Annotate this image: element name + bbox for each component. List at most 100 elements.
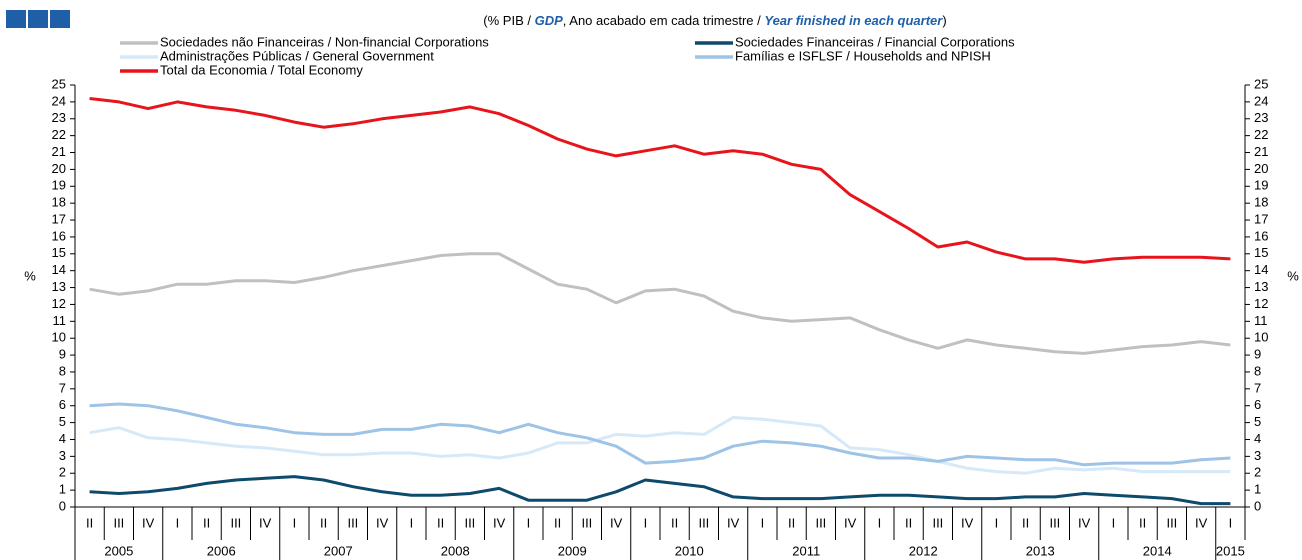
x-tick-label: III [932, 515, 943, 530]
y-tick-label: 17 [52, 211, 66, 226]
y-tick-label: 4 [59, 431, 66, 446]
x-tick-label: IV [610, 515, 623, 530]
chart-title: (% PIB / GDP, Ano acabado em cada trimes… [483, 13, 946, 28]
title-part: Year finished in each quarter [764, 13, 943, 28]
y-axis-label: % [24, 268, 36, 283]
y2-tick-label: 19 [1254, 178, 1268, 193]
title-part: ) [942, 13, 946, 28]
x-tick-label: I [878, 515, 882, 530]
y2-tick-label: 6 [1254, 397, 1261, 412]
y2-tick-label: 13 [1254, 279, 1268, 294]
logo-block [6, 10, 26, 28]
y-tick-label: 8 [59, 363, 66, 378]
y-tick-label: 23 [52, 110, 66, 125]
x-tick-label: III [581, 515, 592, 530]
x-tick-label: IV [493, 515, 506, 530]
y2-tick-label: 25 [1254, 76, 1268, 91]
series-line [89, 97, 1231, 264]
year-label: 2007 [324, 543, 353, 558]
logo-block [50, 10, 70, 28]
x-tick-label: III [815, 515, 826, 530]
x-tick-label: III [1166, 515, 1177, 530]
x-tick-label: II [1139, 515, 1146, 530]
x-tick-label: III [464, 515, 475, 530]
y-tick-label: 12 [52, 296, 66, 311]
x-tick-label: III [113, 515, 124, 530]
x-tick-label: I [293, 515, 297, 530]
x-tick-label: I [1229, 515, 1233, 530]
year-label: 2005 [104, 543, 133, 558]
y2-tick-label: 5 [1254, 414, 1261, 429]
year-label: 2012 [909, 543, 938, 558]
year-label: 2013 [1026, 543, 1055, 558]
x-tick-label: III [698, 515, 709, 530]
y-tick-label: 11 [53, 313, 67, 328]
y2-tick-label: 16 [1254, 228, 1268, 243]
year-label: 2015 [1216, 543, 1245, 558]
y-tick-label: 0 [59, 498, 66, 513]
y-tick-label: 20 [52, 161, 66, 176]
y2-tick-label: 24 [1254, 93, 1268, 108]
y2-tick-label: 15 [1254, 245, 1268, 260]
x-tick-label: II [554, 515, 561, 530]
y2-tick-label: 2 [1254, 465, 1261, 480]
y2-tick-label: 22 [1254, 127, 1268, 142]
series-line [89, 475, 1231, 506]
x-tick-label: I [1112, 515, 1116, 530]
y2-tick-label: 18 [1254, 195, 1268, 210]
y-tick-label: 9 [59, 347, 66, 362]
y-tick-label: 18 [52, 195, 66, 210]
y2-tick-label: 17 [1254, 211, 1268, 226]
y-tick-label: 22 [52, 127, 66, 142]
y-tick-label: 2 [59, 465, 66, 480]
year-label: 2010 [675, 543, 704, 558]
y-tick-label: 10 [52, 330, 66, 345]
y2-tick-label: 11 [1254, 313, 1268, 328]
x-tick-label: IV [1195, 515, 1208, 530]
y2-tick-label: 3 [1254, 448, 1261, 463]
y-tick-label: 14 [52, 262, 66, 277]
x-tick-label: I [995, 515, 999, 530]
y2-axis-label: % [1287, 268, 1299, 283]
x-tick-label: II [437, 515, 444, 530]
x-tick-label: III [230, 515, 241, 530]
y2-tick-label: 14 [1254, 262, 1268, 277]
x-tick-label: I [644, 515, 648, 530]
series-line [89, 402, 1231, 467]
y2-tick-label: 0 [1254, 498, 1261, 513]
y2-tick-label: 10 [1254, 330, 1268, 345]
y2-tick-label: 12 [1254, 296, 1268, 311]
title-part: (% PIB / [483, 13, 534, 28]
title-part: GDP [535, 13, 564, 28]
y-tick-label: 1 [59, 482, 66, 497]
x-tick-label: IV [1078, 515, 1091, 530]
x-tick-label: I [176, 515, 180, 530]
series-line [89, 416, 1231, 475]
x-tick-label: I [527, 515, 531, 530]
legend-label: Sociedades Financeiras / Financial Corpo… [735, 34, 1015, 49]
x-tick-label: I [761, 515, 765, 530]
year-label: 2009 [558, 543, 587, 558]
y-tick-label: 16 [52, 228, 66, 243]
x-tick-label: IV [961, 515, 974, 530]
y-tick-label: 24 [52, 93, 66, 108]
x-tick-label: II [671, 515, 678, 530]
legend-label: Famílias e ISFLSF / Households and NPISH [735, 48, 991, 63]
y-tick-label: 25 [52, 76, 66, 91]
y-tick-label: 7 [59, 380, 66, 395]
series-line [89, 252, 1231, 355]
y2-tick-label: 23 [1254, 110, 1268, 125]
x-tick-label: II [203, 515, 210, 530]
x-tick-label: III [347, 515, 358, 530]
x-tick-label: III [1049, 515, 1060, 530]
x-tick-label: IV [142, 515, 155, 530]
y-tick-label: 5 [59, 414, 66, 429]
year-label: 2006 [207, 543, 236, 558]
y-tick-label: 13 [52, 279, 66, 294]
y2-tick-label: 20 [1254, 161, 1268, 176]
x-tick-label: II [86, 515, 93, 530]
legend-label: Total da Economia / Total Economy [160, 62, 363, 77]
x-tick-label: IV [376, 515, 389, 530]
logo-block [28, 10, 48, 28]
